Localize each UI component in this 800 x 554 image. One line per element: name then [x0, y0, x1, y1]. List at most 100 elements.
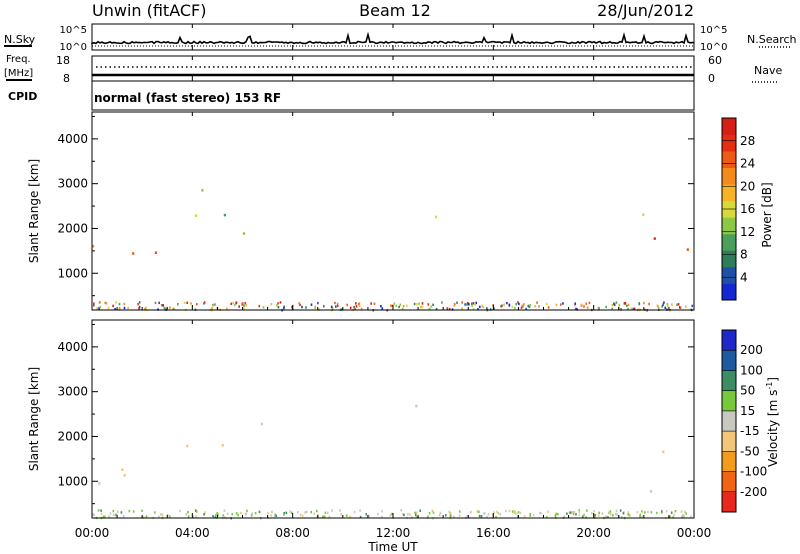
- power-cbar-label: Power [dB]: [760, 182, 774, 247]
- ground-scatter-cell: [495, 515, 497, 519]
- ground-scatter-cell: [547, 510, 549, 513]
- ground-scatter-cell: [187, 510, 189, 514]
- ground-scatter-cell: [612, 514, 614, 517]
- freq-label: Freq.: [6, 54, 31, 65]
- ground-scatter-cell: [291, 305, 293, 309]
- colorbar-tick-label: 20: [740, 179, 755, 193]
- nsearch-tick-bottom: 10^0: [700, 42, 727, 53]
- ground-scatter-cell: [624, 302, 627, 305]
- range-cell: [221, 444, 224, 447]
- time-x-axis: 00:00 04:00 08:00 12:00 16:00 20:00 00:00: [75, 24, 711, 540]
- freq-unit-label: [MHz]: [4, 68, 33, 79]
- ground-scatter-cell: [107, 306, 110, 310]
- ground-scatter-cell: [605, 305, 607, 309]
- ground-scatter-cell: [571, 510, 574, 514]
- ground-scatter-cell: [117, 510, 119, 513]
- ground-scatter-cell: [521, 304, 524, 307]
- ground-scatter-cell: [441, 301, 443, 304]
- ground-scatter-cell: [470, 510, 472, 514]
- colorbar-tick-label: 16: [740, 202, 755, 216]
- colorbar-swatch: [722, 370, 736, 392]
- y-tick-label: 2000: [57, 429, 88, 443]
- ground-scatter-cell: [638, 302, 641, 305]
- ground-scatter-cell: [471, 304, 473, 307]
- ground-scatter-cell: [313, 512, 316, 515]
- range-cell: [186, 444, 189, 448]
- freq-series: [92, 66, 694, 77]
- power-panel-frame: [91, 111, 695, 311]
- ground-scatter-cell: [246, 509, 248, 512]
- colorbar-swatch: [722, 451, 736, 472]
- freq-tick-top: 18: [56, 54, 70, 67]
- cpid-mode-text: normal (fast stereo) 153 RF: [94, 91, 281, 105]
- ground-scatter-cell: [676, 303, 678, 306]
- range-cell: [435, 215, 438, 219]
- colorbar-swatch: [722, 410, 736, 432]
- ground-scatter-cell: [97, 509, 100, 512]
- ground-scatter-cell: [258, 510, 261, 514]
- ground-scatter-cell: [540, 511, 542, 515]
- ground-scatter-cell: [665, 510, 668, 513]
- ground-scatter-cell: [503, 303, 505, 306]
- ground-scatter-cell: [479, 305, 481, 309]
- ground-scatter-cell: [203, 301, 206, 304]
- ground-scatter-cell: [641, 516, 643, 519]
- ground-scatter-cell: [458, 510, 461, 513]
- ground-scatter-cell: [322, 515, 324, 518]
- colorbar-swatch: [722, 233, 736, 251]
- range-cell: [223, 213, 226, 217]
- colorbar-tick-label: 15: [740, 404, 755, 418]
- y-tick-label: 3000: [57, 177, 88, 191]
- colorbar-tick-label: 100: [740, 363, 763, 377]
- ground-scatter-cell: [458, 514, 461, 517]
- ground-scatter-cell: [217, 513, 219, 517]
- ground-scatter-cell: [138, 307, 140, 310]
- nsky-series: [91, 31, 694, 47]
- ground-scatter-cell: [421, 305, 423, 309]
- ground-scatter-cell: [216, 512, 219, 515]
- ground-scatter-cell: [194, 509, 197, 512]
- ground-scatter-cell: [472, 302, 475, 305]
- ground-scatter-cell: [391, 304, 394, 307]
- ground-scatter-cell: [529, 514, 531, 517]
- ground-scatter-cell: [230, 302, 233, 305]
- ground-scatter-cell: [449, 515, 452, 519]
- range-cell: [92, 244, 95, 248]
- ground-scatter-cell: [616, 513, 618, 516]
- ground-scatter-cell: [670, 511, 673, 514]
- ground-scatter-cell: [607, 515, 609, 519]
- ground-scatter-cell: [593, 510, 596, 513]
- ground-scatter-cell: [588, 301, 591, 305]
- ground-scatter-cell: [628, 514, 630, 517]
- cpid-label: CPID: [8, 90, 37, 103]
- ground-scatter-cell: [298, 302, 300, 305]
- ground-scatter-cell: [446, 307, 449, 310]
- ground-scatter-cell: [520, 306, 523, 309]
- ground-scatter-cell: [578, 509, 580, 512]
- ground-scatter-cell: [517, 515, 519, 518]
- ground-scatter-cell: [93, 302, 95, 305]
- ground-scatter-cell: [141, 509, 143, 512]
- ground-scatter-cell: [430, 305, 433, 308]
- ground-scatter-cell: [245, 304, 247, 307]
- nsky-tick-bottom: 10^0: [60, 42, 87, 53]
- x-tick-label: 08:00: [275, 526, 310, 540]
- ground-scatter-cell: [299, 513, 302, 517]
- range-cell: [121, 468, 124, 471]
- ground-scatter-cell: [528, 305, 531, 309]
- colorbar-swatch: [722, 118, 736, 135]
- ground-scatter-cell: [285, 511, 288, 514]
- ground-scatter-cell: [355, 302, 357, 305]
- colorbar-swatch: [722, 217, 736, 235]
- ground-scatter-cell: [681, 514, 684, 517]
- power-ylabel: Slant Range [km]: [27, 159, 41, 263]
- ground-scatter-cell: [154, 511, 156, 514]
- ground-scatter-cell: [448, 510, 451, 514]
- ground-scatter-cell: [160, 513, 162, 516]
- ground-scatter-cell: [258, 304, 261, 308]
- nave-label: Nave: [754, 64, 782, 77]
- ground-scatter-cell: [306, 510, 308, 513]
- range-cell: [642, 213, 645, 216]
- ground-scatter-cell: [657, 305, 660, 309]
- ground-scatter-cell: [232, 301, 234, 305]
